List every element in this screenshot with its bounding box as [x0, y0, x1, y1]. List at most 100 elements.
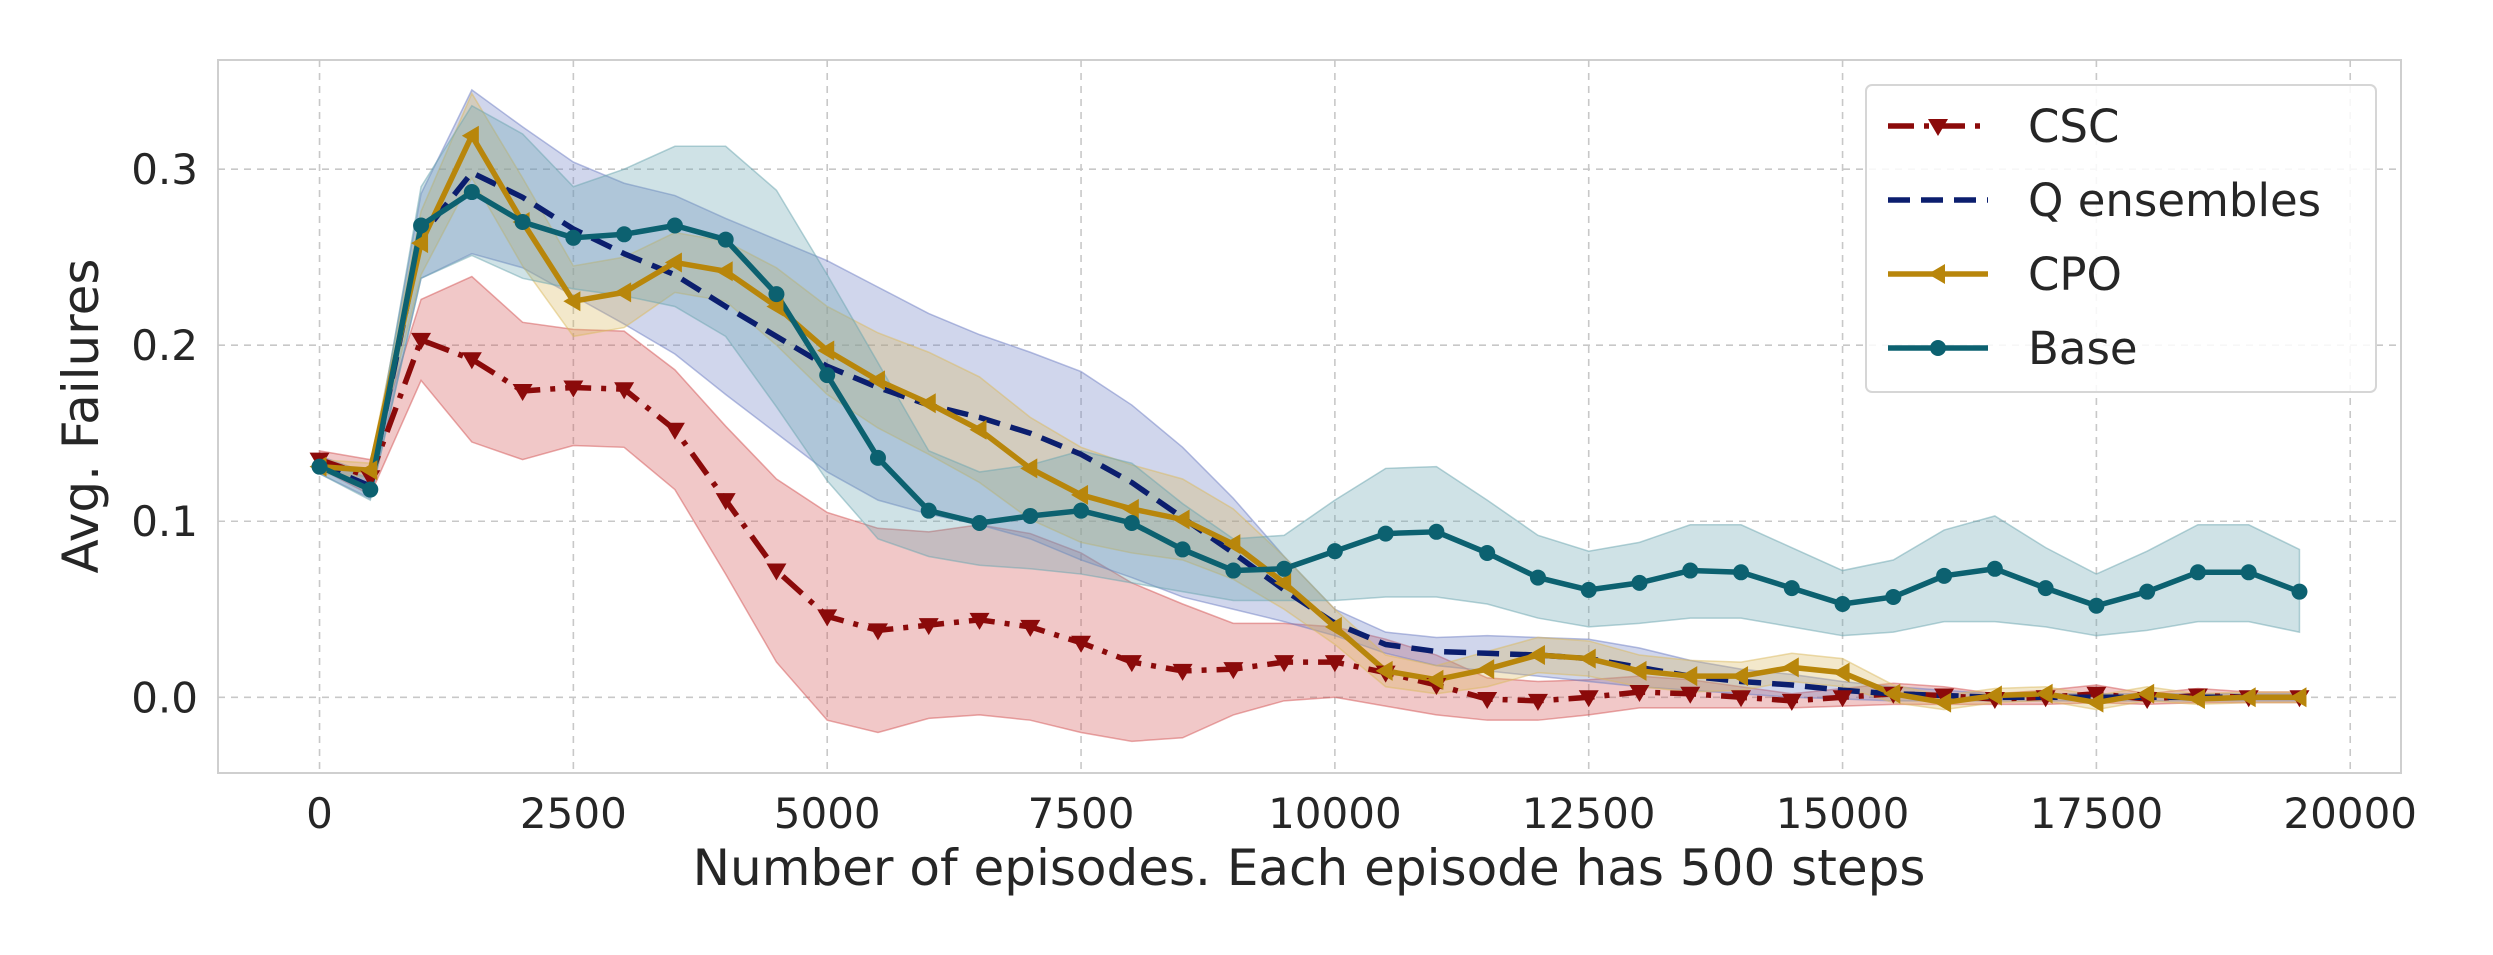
data-point [1682, 562, 1699, 579]
data-point [1578, 690, 1599, 708]
data-point [1529, 569, 1546, 586]
data-point [1121, 655, 1142, 673]
data-point [1324, 655, 1345, 673]
data-point [1071, 635, 1092, 653]
x-tick-label: 12500 [1522, 789, 1656, 838]
data-point [1986, 560, 2003, 577]
data-point [1426, 669, 1444, 690]
data-point [1477, 659, 1495, 680]
data-point [1733, 564, 1750, 581]
data-point [1680, 666, 1698, 687]
data-point [514, 213, 531, 230]
data-point [1781, 657, 1799, 678]
data-point [1174, 541, 1191, 558]
data-point [311, 458, 328, 475]
data-point [1020, 458, 1038, 479]
y-tick-label: 0.3 [131, 145, 198, 194]
data-point [362, 481, 379, 498]
data-point [563, 380, 584, 398]
data-point [1324, 616, 1342, 637]
legend-marker [1928, 119, 1948, 136]
data-point [1276, 560, 1293, 577]
data-point [819, 367, 836, 384]
x-axis-ticks: 0 2500 5000 7500 10000 12500 15000 17500 20000 [306, 789, 2417, 838]
data-point [666, 217, 683, 234]
x-tick-label: 17500 [2030, 789, 2164, 838]
data-point [563, 291, 581, 312]
data-point [969, 612, 990, 630]
data-point [2139, 583, 2156, 600]
data-point [1629, 685, 1650, 703]
data-point [1073, 502, 1090, 519]
data-point [1274, 655, 1295, 673]
y-tick-label: 0.2 [131, 321, 198, 370]
data-point [1680, 686, 1701, 704]
data-point [614, 282, 632, 303]
series-markers [309, 125, 2310, 713]
data-point [461, 352, 482, 370]
data-point [969, 419, 987, 440]
data-point [1477, 692, 1498, 710]
data-point [2189, 564, 2206, 581]
data-point [1885, 588, 1902, 605]
data-point [2088, 597, 2105, 614]
data-point [614, 382, 635, 400]
data-point [2289, 687, 2307, 708]
data-point [1580, 581, 1597, 598]
x-tick-label: 5000 [774, 789, 881, 838]
data-point [1631, 574, 1648, 591]
data-point [817, 340, 835, 361]
data-point [1984, 685, 2002, 706]
data-point [1731, 666, 1749, 687]
data-point [512, 383, 533, 401]
y-tick-label: 0.1 [131, 497, 198, 546]
data-point [1783, 580, 1800, 597]
data-point [920, 502, 937, 519]
data-point [1781, 693, 1802, 711]
data-point [1578, 648, 1596, 669]
y-axis-ticks: 0.0 0.1 0.2 0.3 [131, 145, 198, 722]
data-point [1428, 523, 1445, 540]
legend: CSC Q ensembles CPO Base [1865, 84, 2377, 393]
data-point [1326, 543, 1343, 560]
x-tick-label: 7500 [1028, 789, 1135, 838]
legend-label: Q ensembles [2028, 174, 2321, 227]
legend-label: CSC [2028, 100, 2119, 153]
data-point [869, 449, 886, 466]
x-tick-label: 0 [306, 789, 333, 838]
data-point [1274, 572, 1292, 593]
data-point [413, 217, 430, 234]
legend-label: Base [2028, 322, 2138, 375]
data-point [918, 393, 936, 414]
data-point [1934, 692, 1952, 713]
data-point [1121, 498, 1139, 519]
data-point [664, 422, 685, 440]
x-tick-label: 2500 [520, 789, 627, 838]
data-point [360, 460, 378, 481]
series-line [319, 132, 2300, 706]
data-point [411, 332, 432, 350]
data-point [1225, 562, 1242, 579]
data-point [1071, 484, 1089, 505]
data-point [2291, 583, 2308, 600]
data-point [717, 231, 734, 248]
data-point [664, 252, 682, 273]
data-point [1223, 534, 1241, 555]
data-point [1377, 525, 1394, 542]
data-point [817, 609, 838, 627]
data-point [971, 515, 988, 532]
legend-frame [1865, 84, 2377, 393]
data-point [715, 261, 733, 282]
data-point [2137, 683, 2155, 704]
series-line [318, 189, 2301, 609]
y-tick-label: 0.0 [131, 673, 198, 722]
legend-label: CPO [2028, 248, 2122, 301]
data-point [616, 226, 633, 243]
data-point [1832, 690, 1853, 708]
data-point [1020, 619, 1041, 637]
data-point [1022, 507, 1039, 524]
data-point [2035, 683, 2053, 704]
data-point [1936, 567, 1953, 584]
data-point [867, 623, 888, 641]
